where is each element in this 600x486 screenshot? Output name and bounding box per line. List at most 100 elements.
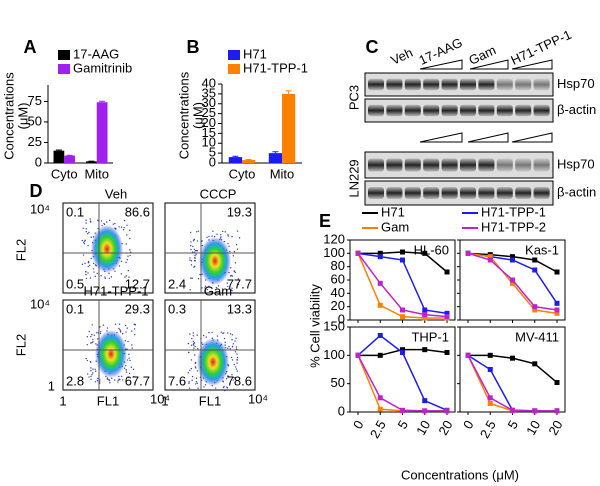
event-dot: [91, 324, 93, 326]
event-dot: [208, 235, 210, 238]
y-tick-label: 100: [323, 245, 345, 260]
blot-band: [515, 78, 532, 91]
y-tick-label: 40: [331, 285, 345, 300]
event-dot: [92, 338, 94, 341]
y-tick-label: 0: [35, 154, 42, 169]
event-dot: [190, 367, 193, 370]
event-dot: [196, 370, 199, 372]
x-tick-label: 1: [161, 393, 168, 408]
y-tick-label: 1: [48, 378, 55, 393]
event-dot: [106, 377, 109, 379]
panel-title: MV-411: [515, 329, 559, 344]
event-dot: [190, 277, 192, 279]
data-point: [400, 350, 405, 355]
data-point: [487, 395, 493, 401]
event-dot: [106, 327, 109, 329]
blot-band: [423, 78, 440, 91]
event-dot: [227, 242, 229, 245]
event-dot: [190, 359, 193, 361]
cell-line-label: PC3: [346, 85, 361, 110]
event-dot: [97, 338, 99, 340]
plot-title: Gam: [204, 283, 232, 298]
event-dot: [89, 361, 92, 363]
event-dot: [125, 364, 127, 367]
event-dot: [118, 323, 121, 325]
event-dot: [90, 375, 92, 378]
event-dot: [128, 353, 130, 356]
blot-band: [496, 104, 513, 117]
event-dot: [87, 265, 89, 268]
blot-band: [441, 78, 458, 91]
series-line: [357, 334, 448, 411]
blot-band: [423, 158, 440, 172]
lane-label: H71-TPP-1: [508, 27, 573, 68]
event-dot: [202, 334, 205, 337]
legend-label: H71-TPP-1: [481, 204, 546, 219]
y-tick-label: 80: [331, 258, 345, 273]
event-dot: [126, 224, 128, 226]
y-tick-label: 35: [202, 85, 216, 100]
data-point: [487, 254, 493, 260]
y-tick-label: 30: [202, 95, 216, 110]
event-dot: [193, 344, 195, 346]
bar: [96, 102, 108, 163]
event-dot: [220, 331, 222, 333]
y-tick-label: 15: [202, 125, 216, 140]
event-dot: [90, 336, 92, 338]
event-dot: [127, 255, 129, 257]
event-dot: [110, 276, 113, 278]
y-tick-label: 10⁴: [30, 296, 50, 311]
event-dot: [85, 273, 87, 276]
event-dot: [189, 289, 191, 291]
event-dot: [196, 334, 198, 336]
event-dot: [131, 330, 133, 332]
event-dot: [119, 379, 121, 381]
y-axis-label: (μM): [15, 103, 30, 130]
event-dot: [223, 337, 226, 340]
legend-swatch: [58, 50, 70, 60]
blot-band: [441, 104, 458, 117]
event-dot: [187, 372, 190, 374]
event-dot: [223, 385, 225, 388]
event-dot: [83, 241, 85, 244]
blot-band: [460, 78, 476, 91]
x-tick-label: 20: [545, 418, 565, 438]
data-point: [554, 310, 560, 316]
event-dot: [191, 375, 194, 378]
event-dot: [106, 221, 108, 223]
event-dot: [193, 266, 195, 268]
event-dot: [194, 362, 196, 365]
x-tick-label: Cyto: [229, 166, 256, 181]
data-point: [422, 398, 428, 404]
blot-band: [496, 158, 513, 172]
event-dot: [92, 368, 94, 370]
event-dot: [99, 326, 101, 328]
event-dot: [215, 286, 218, 289]
event-dot: [119, 330, 122, 332]
data-point: [532, 267, 538, 273]
blot-band: [404, 158, 421, 172]
event-dot: [237, 283, 240, 286]
event-dot: [118, 327, 120, 330]
event-dot: [206, 288, 209, 291]
data-point: [422, 250, 428, 256]
data-point: [422, 312, 428, 318]
event-dot: [104, 277, 107, 280]
event-dot: [194, 345, 196, 348]
event-dot: [224, 389, 226, 392]
event-dot: [226, 282, 229, 284]
event-dot: [192, 332, 194, 334]
event-dot: [86, 373, 89, 375]
blot-band: [404, 78, 421, 91]
bar: [242, 160, 256, 163]
dose-wedge: [419, 132, 463, 143]
event-dot: [226, 332, 229, 334]
event-dot: [121, 332, 124, 335]
data-point: [510, 277, 515, 283]
event-dot: [91, 372, 94, 374]
y-tick-label: 10⁴: [30, 201, 50, 216]
x-tick-label: Mito: [270, 166, 295, 181]
data-point: [532, 307, 538, 313]
blot-band: [386, 158, 403, 172]
event-dot: [133, 328, 136, 330]
